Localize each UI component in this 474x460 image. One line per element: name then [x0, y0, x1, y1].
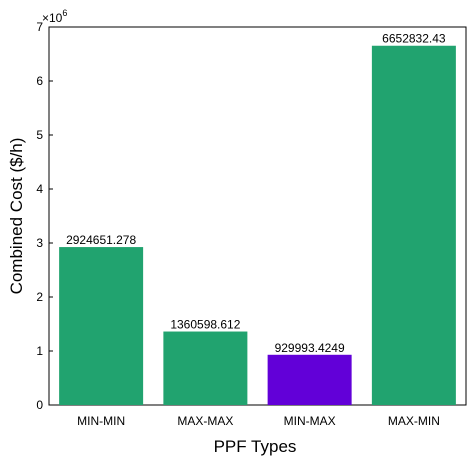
- x-tick-label: MAX-MAX: [177, 414, 233, 428]
- bars: [59, 45, 456, 406]
- data-label: 2924651.278: [66, 233, 136, 247]
- multiplier-exponent: 6: [62, 8, 67, 18]
- bar-min-max: [267, 354, 352, 405]
- y-tick-label: 0: [36, 398, 43, 412]
- y-tick-label: 4: [36, 182, 43, 196]
- y-axis-multiplier: ×106: [42, 8, 67, 25]
- y-tick-label: 2: [36, 290, 43, 304]
- bar-max-min: [371, 45, 456, 406]
- y-tick-label: 1: [36, 344, 43, 358]
- data-label: 6652832.43: [382, 32, 446, 46]
- x-tick-label: MIN-MAX: [284, 414, 336, 428]
- y-tick-label: 6: [36, 74, 43, 88]
- axes-box: [48, 26, 467, 406]
- y-axis-title: Combined Cost ($/h): [7, 138, 26, 295]
- y-tick-label: 5: [36, 128, 43, 142]
- bar-min-min: [59, 247, 144, 405]
- y-tick-label: 3: [36, 236, 43, 250]
- y-tick-label: 7: [36, 20, 43, 34]
- x-tick-label: MIN-MIN: [77, 414, 125, 428]
- data-label: 1360598.612: [170, 318, 240, 332]
- data-label: 929993.4249: [275, 341, 345, 355]
- x-axis-title: PPF Types: [214, 437, 297, 456]
- bar-max-max: [163, 331, 248, 405]
- x-tick-label: MAX-MIN: [388, 414, 440, 428]
- labels: MIN-MIN 2924651.278 MAX-MAX 1360598.612 MIN-…: [66, 32, 446, 428]
- multiplier-base: ×10: [42, 11, 63, 25]
